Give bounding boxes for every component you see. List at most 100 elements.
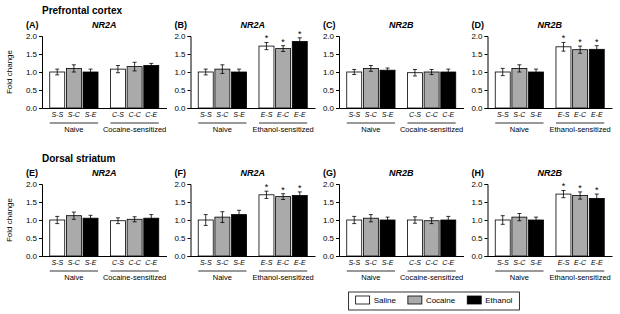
bar-tick-label: E-C: [574, 259, 587, 266]
y-tick-label: 2.0: [471, 180, 483, 189]
bar-tick-label: S-E: [85, 259, 97, 266]
x-axis: [43, 256, 168, 257]
panel-title: NR2B: [537, 168, 562, 178]
bar: [50, 220, 65, 256]
panel-label: (D): [472, 20, 485, 30]
group-underline: [259, 271, 307, 272]
bar: [407, 73, 422, 108]
y-tick-mark: [336, 36, 339, 37]
group-underline: [110, 271, 158, 272]
group-underline: [407, 123, 455, 124]
panel-title: NR2B: [537, 20, 562, 30]
bar: [50, 72, 65, 108]
y-tick-mark: [188, 54, 191, 55]
y-tick-mark: [188, 108, 191, 109]
bar: [380, 70, 395, 108]
panel-texts: S-SC-SS-CC-CS-EC-ENaiveCocaine-sensitize…: [347, 111, 464, 134]
legend-frame: [349, 292, 520, 310]
error-bar: [220, 65, 224, 74]
y-tick-label: 0.5: [323, 86, 335, 95]
bar-tick-label: E-E: [591, 259, 603, 266]
y-tick-label: 0.0: [174, 104, 186, 113]
y-tick-mark: [336, 238, 339, 239]
bar-tick-label: C-S: [409, 111, 421, 118]
bar: [66, 216, 81, 256]
y-tick-mark: [485, 36, 488, 37]
y-axis-title: Fold change: [5, 49, 14, 94]
y-tick-label: 0.5: [471, 234, 483, 243]
bar-tick-label: E-C: [574, 111, 587, 118]
y-tick-mark: [39, 90, 42, 91]
bar: [66, 68, 81, 108]
bar: [127, 67, 142, 108]
y-tick: 1.5: [174, 50, 190, 59]
group-label: Ethanol-sensitized: [549, 125, 610, 134]
error-bar: [220, 212, 224, 223]
bar-tick-label: C-C: [128, 259, 141, 266]
error-bar: [369, 215, 373, 222]
error-bar: [534, 217, 538, 223]
error-bar: [298, 192, 302, 199]
bar: [110, 69, 125, 108]
y-tick-label: 1.0: [26, 68, 38, 77]
bar-tick-label: S-S: [51, 111, 63, 118]
y-tick-mark: [39, 238, 42, 239]
bar: [495, 220, 510, 256]
error-bar: [89, 215, 93, 221]
panel-label: (B): [175, 20, 188, 30]
error-bar: [446, 69, 450, 75]
panel-texts: S-S*E-SS-C*E-CS-E*E-ENaiveEthanol-sensit…: [198, 182, 314, 281]
panel-label: (F): [175, 168, 187, 178]
y-tick: 1.0: [174, 216, 190, 225]
y-tick-mark: [188, 90, 191, 91]
bar: [556, 194, 571, 256]
bar: [512, 217, 527, 256]
significance-star: *: [578, 37, 582, 47]
error-bar: [561, 190, 565, 197]
y-tick-label: 1.5: [174, 50, 186, 59]
y-tick-mark: [188, 36, 191, 37]
y-tick-label: 0.0: [26, 252, 38, 261]
error-bar: [149, 215, 153, 222]
bar: [556, 47, 571, 108]
y-axis: 0.00.51.01.52.0: [26, 180, 43, 261]
bar-tick-label: S-C: [365, 259, 378, 266]
y-tick: 0.0: [323, 104, 339, 113]
y-tick-mark: [39, 36, 42, 37]
y-tick-mark: [336, 184, 339, 185]
error-bar: [237, 210, 241, 219]
y-tick-label: 2.0: [26, 180, 38, 189]
panel-title: NR2B: [389, 20, 414, 30]
group-underline: [198, 123, 246, 124]
group-label: Naive: [361, 273, 380, 282]
y-tick: 0.0: [174, 252, 190, 261]
significance-star: *: [265, 182, 269, 192]
panel-texts: S-SC-SS-CC-CS-EC-ENaiveCocaine-sensitize…: [50, 259, 167, 282]
bar: [441, 72, 456, 108]
y-tick-mark: [336, 108, 339, 109]
bar: [276, 49, 291, 108]
error-bar: [430, 218, 434, 224]
x-axis: [340, 108, 465, 109]
y-tick-label: 1.0: [323, 216, 335, 225]
bar: [83, 218, 98, 256]
bar: [83, 72, 98, 108]
error-bar: [578, 192, 582, 199]
legend-item: Ethanol: [467, 296, 512, 305]
y-tick-label: 0.0: [174, 252, 186, 261]
legend: SalineCocaineEthanol: [349, 292, 520, 310]
bar-tick-label: E-C: [277, 259, 290, 266]
x-axis: [191, 108, 316, 109]
y-axis: 0.00.51.01.52.0: [174, 32, 191, 113]
bar: [573, 196, 588, 256]
group-underline: [198, 271, 246, 272]
y-axis-line: [39, 185, 43, 257]
group-label: Naive: [510, 273, 529, 282]
bar-tick-label: S-S: [497, 111, 509, 118]
y-tick: 0.5: [26, 86, 42, 95]
bar: [495, 72, 510, 108]
bar-tick-label: S-S: [497, 259, 509, 266]
y-tick-label: 0.5: [174, 234, 186, 243]
error-bar: [237, 69, 241, 75]
y-tick-label: 2.0: [471, 32, 483, 41]
